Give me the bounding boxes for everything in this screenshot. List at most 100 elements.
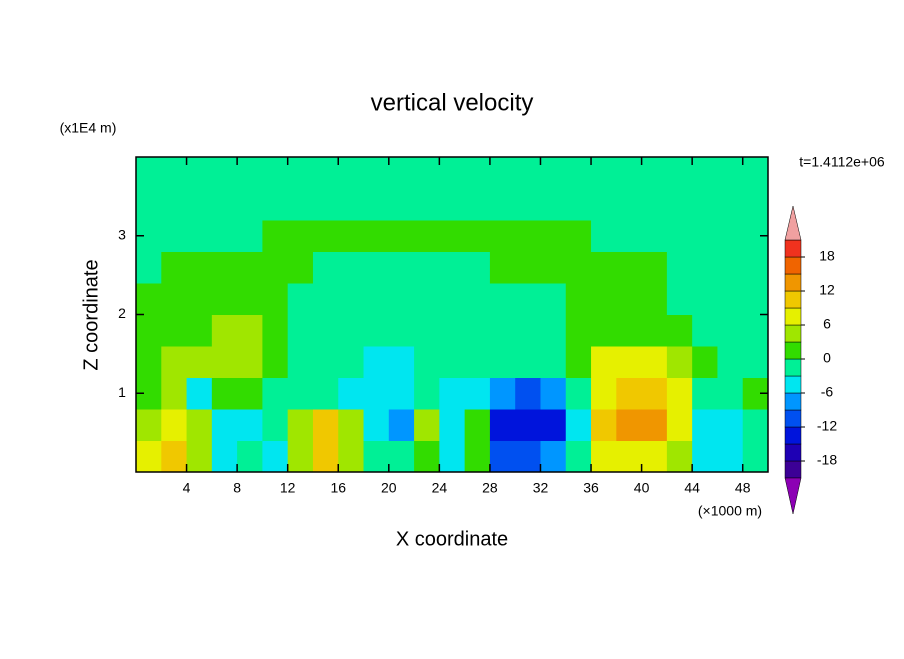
- contour-cell: [287, 188, 314, 221]
- contour-cell: [136, 440, 162, 473]
- contour-cell: [666, 188, 693, 221]
- contour-cell: [262, 157, 289, 189]
- contour-cell: [515, 157, 541, 189]
- contour-cell: [616, 314, 643, 347]
- contour-cell: [489, 283, 516, 315]
- contour-cell: [717, 409, 744, 441]
- contour-cell: [312, 251, 339, 284]
- contour-cell: [161, 283, 188, 315]
- contour-cell: [363, 440, 390, 473]
- contour-cell: [439, 346, 466, 378]
- contour-cell: [616, 346, 643, 378]
- contour-cell: [692, 283, 718, 315]
- contour-cell: [591, 251, 617, 284]
- contour-cell: [338, 377, 365, 410]
- contour-cell: [237, 188, 263, 221]
- contour-cell: [692, 251, 718, 284]
- contour-cell: [338, 440, 365, 473]
- contour-cell: [439, 188, 466, 221]
- contour-cell: [641, 377, 668, 410]
- contour-cell: [287, 346, 314, 378]
- contour-cell: [262, 251, 289, 284]
- contour-cell: [616, 377, 643, 410]
- contour-cell: [515, 314, 541, 347]
- contour-cell: [186, 251, 213, 284]
- contour-cell: [414, 409, 440, 441]
- contour-cell: [237, 440, 263, 473]
- contour-cell: [641, 157, 668, 189]
- contour-cell: [211, 377, 238, 410]
- contour-cell: [692, 440, 718, 473]
- y-tick-label: 2: [118, 305, 126, 321]
- contour-cell: [565, 157, 592, 189]
- contour-cell: [237, 409, 263, 441]
- chart-title: vertical velocity: [371, 89, 534, 116]
- contour-cell: [388, 314, 415, 347]
- contour-cell: [161, 377, 188, 410]
- colorbar-bin: [784, 460, 802, 479]
- contour-cell: [641, 409, 668, 441]
- contour-cell: [641, 188, 668, 221]
- contour-cell: [287, 157, 314, 189]
- contour-cell: [161, 220, 188, 252]
- contour-cell: [717, 220, 744, 252]
- contour-cell: [489, 220, 516, 252]
- contour-cell: [515, 346, 541, 378]
- x-tick-label: 20: [381, 480, 397, 496]
- contour-cell: [666, 283, 693, 315]
- contour-cell: [388, 440, 415, 473]
- contour-cell: [717, 440, 744, 473]
- colorbar-tick-label: 12: [819, 282, 835, 298]
- contour-cell: [439, 220, 466, 252]
- y-tick-label: 3: [118, 226, 126, 242]
- contour-cell: [237, 314, 263, 347]
- contour-cell: [742, 283, 769, 315]
- contour-cell: [312, 440, 339, 473]
- contour-cell: [211, 251, 238, 284]
- contour-cell: [211, 314, 238, 347]
- colorbar-bin: [784, 290, 802, 309]
- x-tick-label: 12: [280, 480, 296, 496]
- contour-cell: [489, 251, 516, 284]
- contour-cell: [641, 440, 668, 473]
- x-tick-label: 4: [183, 480, 191, 496]
- contour-cell: [363, 346, 390, 378]
- contour-cell: [211, 409, 238, 441]
- contour-cell: [312, 409, 339, 441]
- contour-cell: [414, 377, 440, 410]
- contour-cell: [616, 188, 643, 221]
- contour-cell: [464, 346, 491, 378]
- colorbar-bin: [784, 307, 802, 326]
- x-tick-label: 24: [432, 480, 448, 496]
- contour-cell: [591, 377, 617, 410]
- contour-cell: [363, 157, 390, 189]
- contour-cell: [161, 346, 188, 378]
- contour-cell: [262, 188, 289, 221]
- contour-cell: [591, 346, 617, 378]
- contour-cell: [616, 220, 643, 252]
- colorbar-extend-low: [784, 477, 802, 515]
- x-tick-label: 16: [330, 480, 346, 496]
- colorbar-bin: [784, 426, 802, 445]
- contour-cell: [641, 220, 668, 252]
- contour-cell: [287, 314, 314, 347]
- contour-cell: [464, 377, 491, 410]
- contour-cell: [540, 314, 567, 347]
- contour-cell: [464, 409, 491, 441]
- contour-cell: [186, 188, 213, 221]
- contour-cell: [717, 314, 744, 347]
- contour-cell: [666, 220, 693, 252]
- contour-cell: [414, 157, 440, 189]
- contour-cell: [489, 440, 516, 473]
- contour-cell: [211, 346, 238, 378]
- contour-cell: [565, 188, 592, 221]
- contour-cell: [742, 314, 769, 347]
- contour-cell: [414, 314, 440, 347]
- colorbar-bin: [784, 392, 802, 411]
- contour-cell: [262, 346, 289, 378]
- contour-cell: [489, 377, 516, 410]
- contour-cell: [136, 314, 162, 347]
- contour-cell: [338, 283, 365, 315]
